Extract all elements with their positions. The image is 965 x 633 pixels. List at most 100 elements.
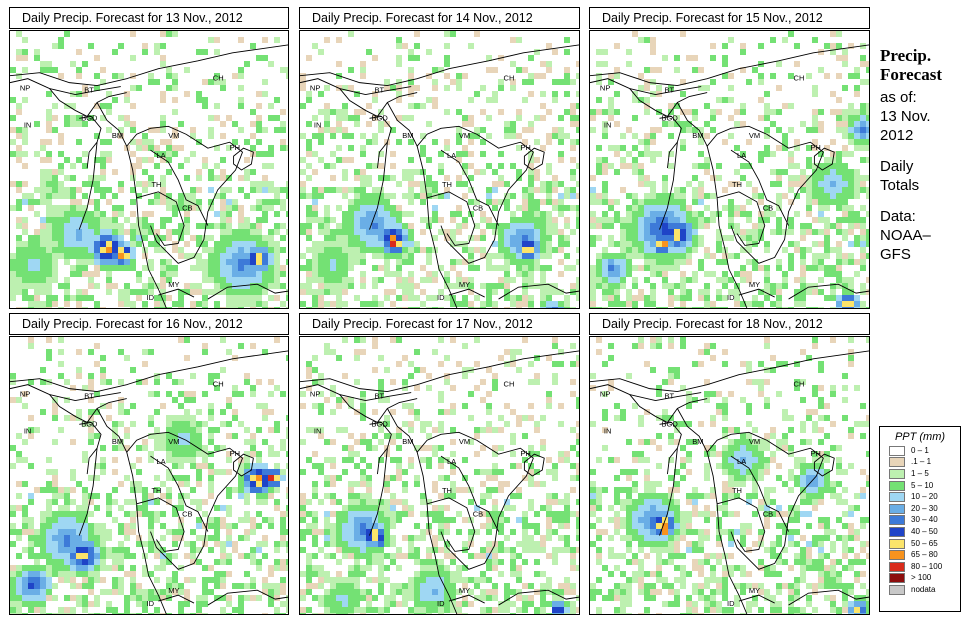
precip-cell	[692, 109, 698, 115]
precip-cell	[268, 163, 274, 169]
precip-cell	[444, 505, 450, 511]
precip-cell	[148, 433, 154, 439]
precip-cell	[830, 175, 836, 181]
precip-cell	[650, 289, 656, 295]
precip-cell	[632, 253, 638, 259]
precip-cell	[16, 253, 22, 259]
precip-cell	[378, 421, 384, 427]
precip-cell	[70, 241, 76, 247]
precip-cell	[52, 511, 58, 517]
precip-cell	[444, 277, 450, 283]
precip-cell	[202, 511, 208, 517]
precip-cell	[76, 553, 82, 559]
precip-cell	[396, 295, 402, 301]
precip-cell	[570, 553, 576, 559]
precip-cell	[178, 199, 184, 205]
precip-cell	[46, 289, 52, 295]
precip-cell	[52, 43, 58, 49]
precip-cell	[148, 589, 154, 595]
precip-cell	[746, 199, 752, 205]
precip-cell	[118, 409, 124, 415]
precip-cell	[286, 511, 288, 517]
precip-cell	[498, 235, 504, 241]
precip-cell	[842, 145, 848, 151]
precip-cell	[426, 511, 432, 517]
precip-cell	[360, 199, 366, 205]
precip-cell	[564, 79, 570, 85]
precip-cell	[438, 535, 444, 541]
precip-cell	[492, 469, 498, 475]
precip-cell	[28, 295, 34, 301]
precip-cell	[280, 391, 286, 397]
precip-cell	[324, 283, 330, 289]
precip-cell	[28, 601, 34, 607]
precip-cell	[602, 199, 608, 205]
precip-cell	[268, 571, 274, 577]
precip-cell	[602, 277, 608, 283]
country-border	[150, 133, 244, 264]
precip-cell	[546, 529, 552, 535]
precip-cell	[348, 133, 354, 139]
precip-cell	[468, 247, 474, 253]
precip-cell	[590, 109, 596, 115]
precip-cell	[360, 439, 366, 445]
precip-cell	[118, 289, 124, 295]
precip-cell	[220, 541, 226, 547]
precip-cell	[408, 85, 414, 91]
precip-cell	[680, 187, 686, 193]
precip-cell	[148, 277, 154, 283]
precip-cell	[106, 187, 112, 193]
precip-cell	[94, 265, 100, 271]
precip-cell	[656, 235, 662, 241]
precip-cell	[360, 409, 366, 415]
precip-cell	[722, 259, 728, 265]
precip-cell	[740, 163, 746, 169]
precip-cell	[734, 223, 740, 229]
precip-cell	[148, 415, 154, 421]
precip-cell	[552, 223, 558, 229]
precip-cell	[100, 535, 106, 541]
precip-cell	[632, 241, 638, 247]
precip-cell	[860, 265, 866, 271]
precip-cell	[46, 151, 52, 157]
precip-cell	[354, 481, 360, 487]
precip-cell	[456, 283, 462, 289]
precip-cell	[262, 187, 268, 193]
precip-cell	[28, 379, 34, 385]
precip-cell	[82, 499, 88, 505]
precip-cell	[154, 145, 160, 151]
precip-cell	[348, 253, 354, 259]
country-border	[629, 88, 708, 117]
precip-cell	[558, 583, 564, 589]
precip-cell	[830, 109, 836, 115]
precip-cell	[770, 301, 776, 307]
precip-cell	[306, 373, 312, 379]
precip-cell	[408, 535, 414, 541]
precip-cell	[178, 295, 184, 301]
precip-cell	[88, 397, 94, 403]
precip-cell	[824, 193, 830, 199]
precip-cell	[256, 271, 262, 277]
precip-cell	[776, 85, 782, 91]
precip-cell	[468, 277, 474, 283]
precip-cell	[262, 211, 268, 217]
precip-cell	[274, 469, 280, 475]
precip-cell	[522, 583, 528, 589]
precip-cell	[130, 289, 136, 295]
precip-cell	[794, 247, 800, 253]
precip-cell	[692, 175, 698, 181]
precip-cell	[330, 277, 336, 283]
precip-cell	[552, 307, 558, 308]
precip-cell	[426, 559, 432, 565]
precip-cell	[408, 259, 414, 265]
precip-cell	[408, 511, 414, 517]
precip-cell	[190, 133, 196, 139]
precip-cell	[558, 205, 564, 211]
precip-cell	[570, 379, 576, 385]
precip-cell	[28, 547, 34, 553]
precip-cell	[716, 295, 722, 301]
precip-cell	[558, 595, 564, 601]
precip-cell	[438, 505, 444, 511]
precip-cell	[492, 265, 498, 271]
precip-cell	[662, 307, 668, 308]
